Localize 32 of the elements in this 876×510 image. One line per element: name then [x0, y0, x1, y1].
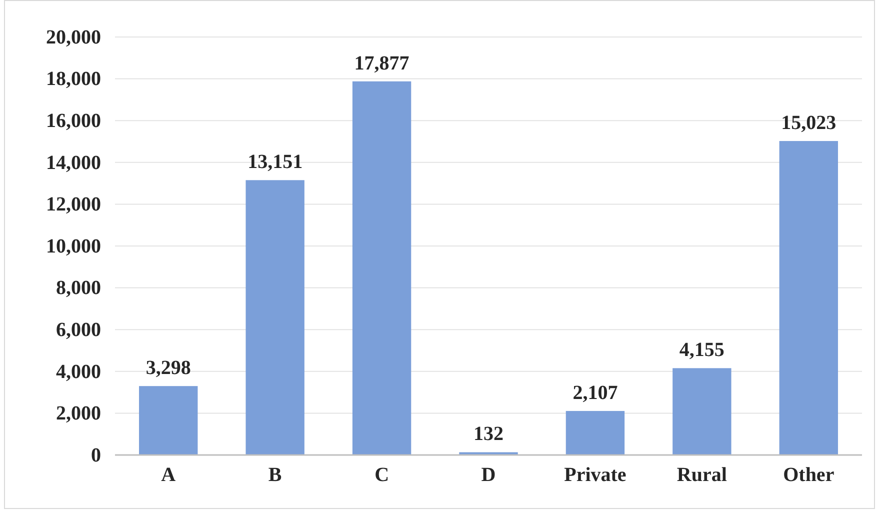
bar [139, 386, 198, 455]
bar [566, 410, 625, 455]
x-tick-label: Private [564, 464, 626, 486]
y-tick-label: 0 [91, 444, 101, 466]
x-tick-label: D [481, 464, 496, 486]
bar [459, 452, 518, 455]
y-tick-label: 8,000 [56, 277, 101, 300]
x-tick-label: B [268, 464, 282, 486]
data-label: 17,877 [354, 52, 410, 74]
bar [352, 81, 412, 455]
y-tick-label: 20,000 [46, 26, 101, 48]
x-tick-label: Rural [676, 464, 728, 486]
data-label: 132 [474, 423, 504, 446]
y-tick-label: 18,000 [46, 68, 101, 90]
bar [779, 141, 838, 455]
bar [246, 180, 304, 455]
data-label: 15,023 [781, 112, 836, 134]
y-tick-label: 12,000 [46, 194, 101, 216]
x-tick-label: Other [783, 464, 834, 486]
data-label: 4,155 [679, 339, 724, 362]
y-tick-label: 4,000 [56, 360, 101, 383]
y-tick-label: 6,000 [56, 319, 101, 341]
data-label: 3,298 [146, 357, 191, 380]
y-tick-label: 14,000 [46, 152, 101, 174]
y-tick-label: 16,000 [46, 110, 101, 132]
y-tick-label: 2,000 [56, 402, 101, 425]
bar [672, 368, 732, 455]
data-label: 13,151 [248, 151, 303, 174]
x-tick-label: A [161, 464, 176, 486]
data-label: 2,107 [572, 382, 618, 404]
x-tick-label: C [374, 464, 390, 486]
y-tick-label: 10,000 [46, 235, 101, 258]
